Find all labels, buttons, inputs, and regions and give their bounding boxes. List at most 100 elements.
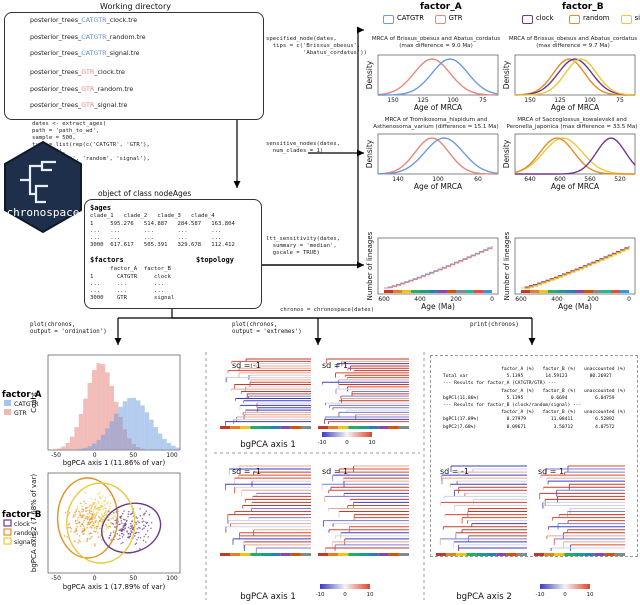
tick-label: 400 — [551, 296, 563, 303]
scatter-point — [120, 517, 122, 520]
scatter-point — [139, 514, 142, 517]
scatter-point — [99, 508, 101, 511]
scatter-frame — [47, 472, 181, 574]
file-prefix: posterior_trees_ — [30, 68, 82, 76]
scatter-point — [82, 521, 85, 524]
scatter-point — [95, 527, 98, 530]
scatter-point — [105, 513, 108, 516]
scatter-point — [89, 521, 92, 523]
ages-header: clade_1 clade_2 clade_3 clade_4 — [90, 213, 215, 219]
scatter-point — [124, 524, 126, 526]
histogram-bar-catgtr — [105, 428, 110, 450]
scatter-point — [81, 523, 84, 525]
scatter-point — [75, 530, 78, 532]
ltt-curve — [384, 246, 493, 289]
ages-title: $ages — [90, 204, 112, 212]
legend-swatch — [522, 15, 533, 24]
timescale-segment — [384, 290, 393, 293]
scatter-point — [93, 514, 95, 516]
code-line: sensitive_nodes(dates, — [266, 141, 341, 147]
scatter-point — [90, 507, 92, 509]
scatter-point — [101, 515, 103, 518]
y-axis-label: bgPCA axis 2 (7.68% of var) — [30, 474, 38, 572]
scale-tick: -10 — [316, 592, 325, 598]
scatter-point — [77, 505, 79, 508]
specified-node-call: specified_node(dates, tips = c('Brissus_… — [266, 36, 367, 57]
code-line: bgPC1(17.89%) 0.27979 11.08411 6.52892 — [443, 417, 615, 423]
file-suffix: _signal.tre — [94, 101, 128, 109]
legend-swatch — [3, 537, 12, 545]
scatter-point — [104, 503, 106, 506]
summary-text: factor_A (%) factor_B (%) unaccounted (%… — [443, 366, 626, 431]
tick-label: 560 — [584, 176, 596, 183]
legend-label: signal — [14, 539, 33, 546]
scatter-point — [92, 517, 94, 519]
timescale-segment — [521, 290, 530, 293]
timescale-segment — [506, 553, 517, 556]
scatter-point — [100, 518, 103, 521]
scatter-point — [101, 495, 104, 497]
timescale-segment — [575, 290, 584, 293]
file-prefix: posterior_trees_ — [30, 33, 82, 41]
y-axis-label: Density — [502, 139, 511, 168]
scatter-point — [77, 541, 80, 544]
color-scale — [320, 584, 370, 589]
scatter-point — [109, 534, 111, 537]
scatter-point — [68, 511, 71, 514]
scatter-point — [147, 524, 150, 527]
x-axis-label: Age of MRCA — [414, 103, 463, 112]
histogram-bar-catgtr — [149, 419, 154, 450]
x-axis-label: bgPCA axis 1 (11.86% of var) — [63, 459, 166, 467]
scatter-point — [103, 517, 106, 519]
scatter-point — [88, 506, 91, 509]
scatter-point — [121, 536, 124, 538]
scatter-point — [125, 520, 128, 523]
scatter-point — [145, 510, 148, 513]
scatter-point — [116, 532, 119, 535]
scatter-point — [144, 541, 147, 543]
scatter-point — [131, 524, 134, 527]
code-line: summary = 'median', — [266, 243, 337, 249]
scatter-point — [70, 527, 73, 530]
scatter-point — [83, 519, 85, 521]
working-directory-title: Working directory — [100, 2, 171, 11]
scatter-point — [102, 508, 105, 510]
scatter-point — [107, 501, 110, 504]
histogram-bar-catgtr — [122, 401, 128, 450]
timescale-segment — [474, 290, 483, 293]
tick-label: -50 — [51, 575, 61, 582]
timescale-segment — [290, 553, 301, 556]
tick-label: 60 — [474, 176, 482, 183]
timescale-segment — [230, 553, 241, 556]
timescale-segment — [338, 426, 349, 429]
file-tag: GTR — [81, 68, 95, 76]
scatter-point — [137, 520, 139, 522]
sensitive-nodes-call: sensitive_nodes(dates, num_clades = 1) — [266, 141, 340, 155]
histogram-bar-gtr — [100, 364, 106, 450]
extreme-tree — [220, 358, 311, 429]
scatter-point — [95, 525, 98, 528]
scatter-point — [97, 536, 100, 538]
tick-label: 200 — [587, 296, 599, 303]
scatter-point — [135, 542, 138, 545]
timescale-segment — [420, 290, 429, 293]
scatter-point — [91, 524, 94, 526]
tick-label: 125 — [554, 97, 566, 104]
scatter-point — [99, 492, 101, 494]
scatter-point — [124, 519, 126, 521]
factor-b-label: factor_B — [2, 510, 42, 520]
code-line: ... ... ... — [90, 288, 165, 294]
scatter-point — [75, 509, 77, 511]
scatter-point — [127, 515, 129, 518]
scatter-point — [90, 532, 92, 534]
scatter-point — [88, 533, 91, 535]
timescale-segment — [584, 290, 593, 293]
scatter-point — [146, 530, 149, 532]
scatter-point — [129, 525, 132, 527]
scatter-point — [105, 507, 107, 510]
timescale-segment — [554, 553, 565, 556]
scatter-point — [104, 511, 107, 514]
histogram-bar-catgtr — [127, 398, 132, 450]
timescale-segment — [544, 553, 555, 556]
histogram-bar-catgtr — [109, 421, 114, 450]
